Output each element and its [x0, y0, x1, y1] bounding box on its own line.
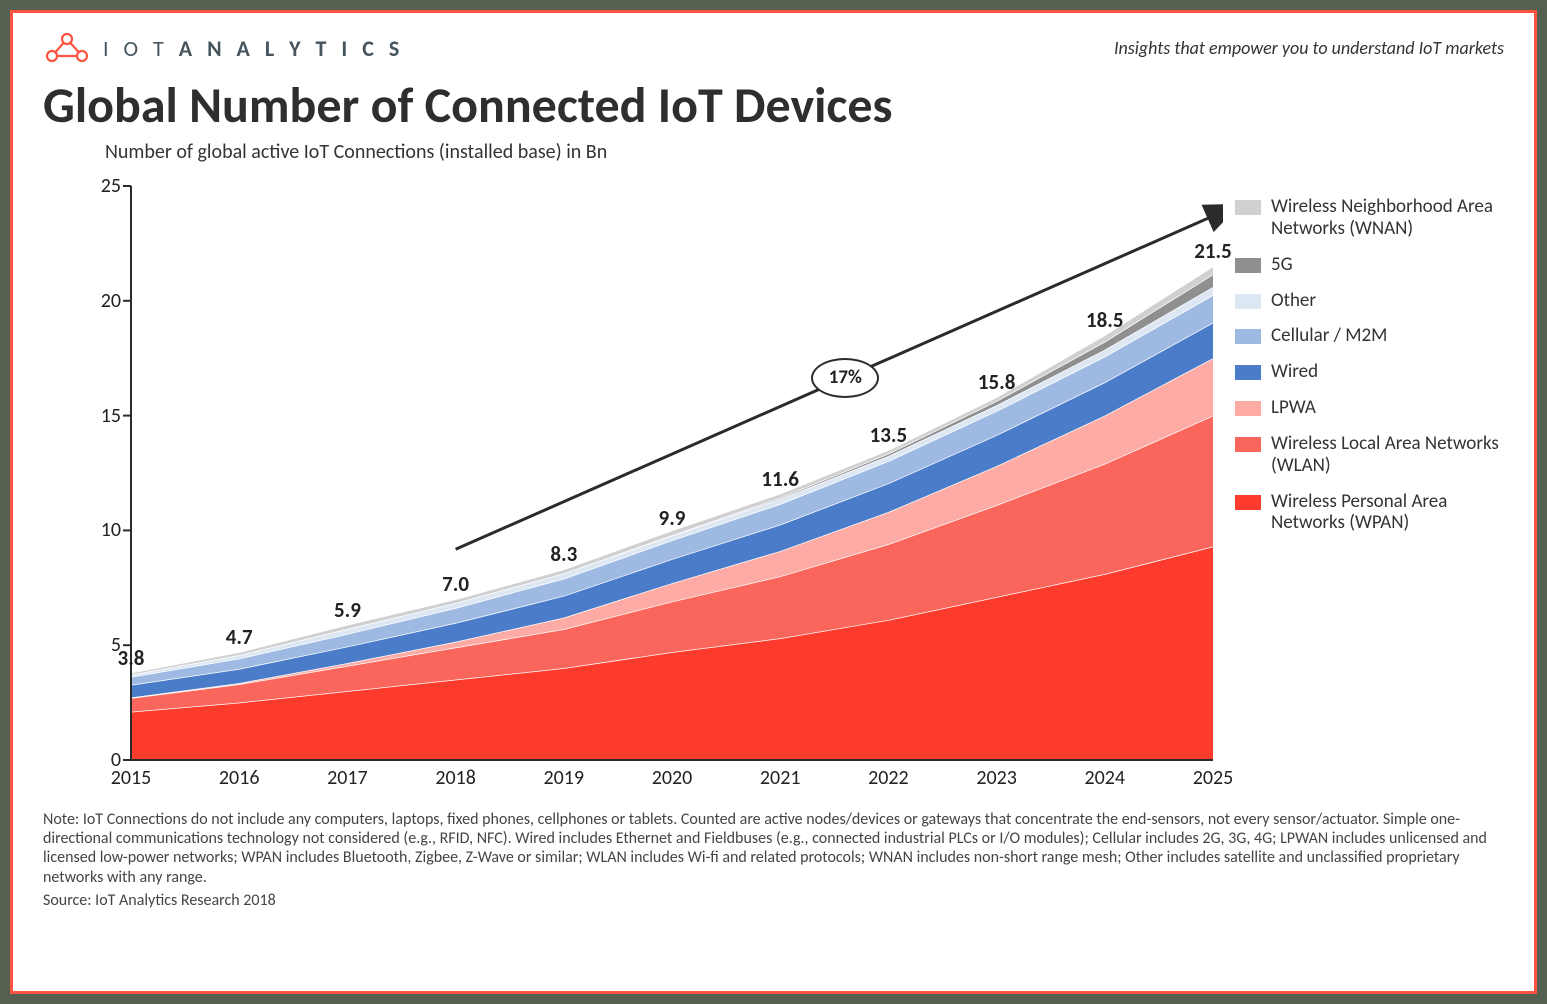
tagline: Insights that empower you to understand …	[1114, 37, 1504, 59]
legend-swatch	[1235, 329, 1261, 344]
legend-swatch	[1235, 258, 1261, 273]
legend-item: Wireless Local Area Networks (WLAN)	[1235, 433, 1504, 477]
page-title: Global Number of Connected IoT Devices	[43, 75, 1504, 136]
legend-item: 5G	[1235, 254, 1504, 276]
x-tick-label: 2017	[327, 766, 368, 790]
cagr-badge: 17%	[811, 358, 879, 398]
legend-label: Wireless Neighborhood Area Networks (WNA…	[1271, 196, 1504, 240]
total-label: 15.8	[978, 369, 1016, 395]
chart-subtitle: Number of global active IoT Connections …	[105, 140, 1504, 164]
chart-wrap: 0510152025201520162017201820192020202120…	[43, 166, 1504, 806]
x-tick-label: 2025	[1193, 766, 1234, 790]
outer-frame: I O T A N A L Y T I C S Insights that em…	[0, 0, 1547, 1004]
x-tick-label: 2016	[219, 766, 260, 790]
logo: I O T A N A L Y T I C S	[43, 31, 404, 65]
x-tick-label: 2019	[544, 766, 585, 790]
legend: Wireless Neighborhood Area Networks (WNA…	[1223, 166, 1504, 806]
legend-item: Wireless Personal Area Networks (WPAN)	[1235, 491, 1504, 535]
chart-area: 0510152025201520162017201820192020202120…	[43, 166, 1223, 806]
legend-label: Cellular / M2M	[1271, 325, 1387, 347]
y-tick-label: 25	[81, 174, 121, 198]
legend-item: Other	[1235, 290, 1504, 312]
legend-label: Wired	[1271, 361, 1318, 383]
legend-item: Wireless Neighborhood Area Networks (WNA…	[1235, 196, 1504, 240]
total-label: 5.9	[334, 597, 361, 623]
y-tick-label: 5	[81, 633, 121, 657]
x-tick-label: 2021	[760, 766, 801, 790]
y-tick-label: 10	[81, 518, 121, 542]
legend-label: LPWA	[1271, 397, 1316, 419]
logo-text: I O T A N A L Y T I C S	[103, 35, 404, 62]
legend-label: Wireless Local Area Networks (WLAN)	[1271, 433, 1504, 477]
legend-item: Cellular / M2M	[1235, 325, 1504, 347]
logo-icon	[43, 31, 91, 65]
total-label: 7.0	[442, 571, 469, 597]
footnote: Note: IoT Connections do not include any…	[43, 810, 1504, 887]
total-label: 13.5	[870, 422, 908, 448]
total-label: 3.8	[118, 645, 145, 671]
total-label: 18.5	[1086, 307, 1124, 333]
legend-swatch	[1235, 200, 1261, 215]
legend-swatch	[1235, 365, 1261, 380]
chart-svg	[43, 166, 1223, 806]
legend-label: Other	[1271, 290, 1316, 312]
legend-label: 5G	[1271, 254, 1293, 276]
total-label: 21.5	[1194, 238, 1232, 264]
total-label: 9.9	[659, 505, 686, 531]
total-label: 4.7	[226, 624, 253, 650]
source-line: Source: IoT Analytics Research 2018	[43, 891, 1504, 910]
x-tick-label: 2022	[868, 766, 909, 790]
logo-text-light: I O T	[103, 35, 169, 62]
header: I O T A N A L Y T I C S Insights that em…	[43, 31, 1504, 65]
x-tick-label: 2020	[652, 766, 693, 790]
y-tick-label: 15	[81, 404, 121, 428]
x-tick-label: 2024	[1085, 766, 1126, 790]
total-label: 11.6	[761, 466, 799, 492]
legend-swatch	[1235, 495, 1261, 510]
legend-swatch	[1235, 401, 1261, 416]
legend-item: Wired	[1235, 361, 1504, 383]
legend-item: LPWA	[1235, 397, 1504, 419]
total-label: 8.3	[550, 541, 577, 567]
x-tick-label: 2015	[111, 766, 152, 790]
legend-swatch	[1235, 437, 1261, 452]
x-tick-label: 2018	[435, 766, 476, 790]
legend-swatch	[1235, 294, 1261, 309]
x-tick-label: 2023	[976, 766, 1017, 790]
legend-label: Wireless Personal Area Networks (WPAN)	[1271, 491, 1504, 535]
y-tick-label: 20	[81, 289, 121, 313]
inner-frame: I O T A N A L Y T I C S Insights that em…	[10, 10, 1537, 994]
logo-text-bold: A N A L Y T I C S	[179, 35, 404, 62]
